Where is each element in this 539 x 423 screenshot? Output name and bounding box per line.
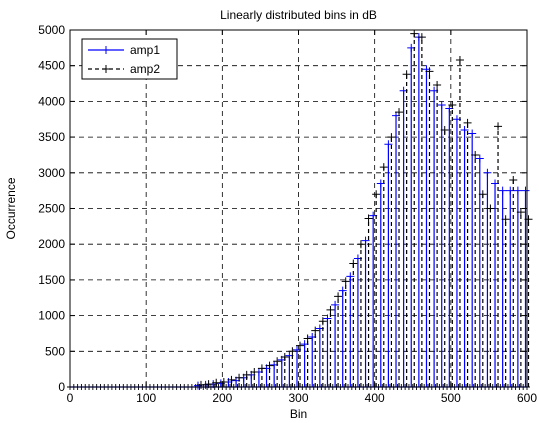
x-axis-label: Bin (290, 407, 307, 421)
point-amp2 (433, 80, 442, 89)
point-amp2 (326, 305, 335, 314)
point-amp2 (288, 347, 297, 356)
point-amp2 (524, 215, 533, 224)
point-amp1 (468, 129, 477, 138)
point-amp2 (318, 317, 327, 326)
y-tick-label: 4500 (38, 59, 65, 73)
point-amp2 (425, 67, 434, 76)
x-tick-label: 200 (212, 391, 232, 405)
point-amp2 (235, 373, 244, 382)
point-amp2 (334, 292, 343, 301)
point-amp1 (513, 186, 522, 195)
legend-label-amp2: amp2 (130, 62, 160, 76)
x-tick-label: 100 (136, 391, 156, 405)
point-amp2 (478, 190, 487, 199)
point-amp2 (387, 133, 396, 142)
point-amp2 (494, 122, 503, 131)
point-amp2 (227, 375, 236, 384)
point-amp2 (395, 108, 404, 117)
point-amp1 (475, 154, 484, 163)
point-amp1 (338, 286, 347, 295)
point-amp2 (364, 214, 373, 223)
point-amp1 (346, 272, 355, 281)
legend-marker-amp2 (102, 65, 110, 73)
x-tick-label: 0 (67, 391, 74, 405)
y-tick-label: 1500 (38, 273, 65, 287)
y-tick-label: 3500 (38, 130, 65, 144)
x-tick-label: 400 (365, 391, 385, 405)
legend-box (81, 38, 178, 80)
point-amp2 (273, 357, 282, 366)
y-tick-label: 0 (58, 380, 65, 394)
point-amp2 (471, 150, 480, 159)
point-amp2 (303, 334, 312, 343)
point-amp1 (323, 314, 332, 323)
y-tick-label: 2500 (38, 202, 65, 216)
point-amp2 (463, 118, 472, 127)
legend-marker-amp1 (102, 46, 110, 54)
y-tick-label: 5000 (38, 23, 65, 37)
point-amp2 (372, 190, 381, 199)
point-amp2 (410, 29, 419, 38)
point-amp2 (311, 326, 320, 335)
point-amp2 (516, 208, 525, 217)
point-amp2 (455, 55, 464, 64)
y-tick-label: 3000 (38, 166, 65, 180)
point-amp2 (242, 370, 251, 379)
x-tick-label: 300 (288, 391, 308, 405)
point-amp2 (379, 163, 388, 172)
point-amp2 (219, 378, 228, 387)
series-amp1 (193, 33, 530, 390)
point-amp2 (341, 277, 350, 286)
chart-title: Linearly distributed bins in dB (220, 8, 377, 22)
point-amp2 (280, 353, 289, 362)
y-tick-label: 4000 (38, 94, 65, 108)
point-amp1 (384, 140, 393, 149)
point-amp2 (356, 240, 365, 249)
point-amp2 (501, 215, 510, 224)
y-tick-label: 1000 (38, 309, 65, 323)
point-amp2 (440, 125, 449, 134)
legend: amp1 amp2 (81, 38, 178, 80)
point-amp1 (521, 186, 530, 195)
point-amp1 (331, 300, 340, 309)
point-amp2 (265, 361, 274, 370)
point-amp2 (250, 368, 259, 377)
y-tick-label: 2000 (38, 237, 65, 251)
x-tick-label: 600 (517, 391, 537, 405)
point-amp2 (402, 70, 411, 79)
point-amp1 (437, 100, 446, 109)
point-amp2 (257, 364, 266, 373)
point-amp2 (417, 33, 426, 42)
point-amp1 (483, 168, 492, 177)
point-amp2 (448, 100, 457, 109)
point-amp2 (486, 204, 495, 213)
point-amp1 (498, 186, 507, 195)
point-amp1 (361, 236, 370, 245)
point-amp2 (509, 175, 518, 184)
point-amp1 (460, 125, 469, 134)
y-axis-label: Occurrence (4, 177, 18, 239)
y-tick-label: 500 (45, 344, 65, 358)
x-tick-label: 500 (441, 391, 461, 405)
legend-label-amp1: amp1 (130, 43, 160, 57)
point-amp2 (296, 341, 304, 350)
point-amp2 (349, 259, 358, 268)
point-amp2 (212, 378, 221, 387)
